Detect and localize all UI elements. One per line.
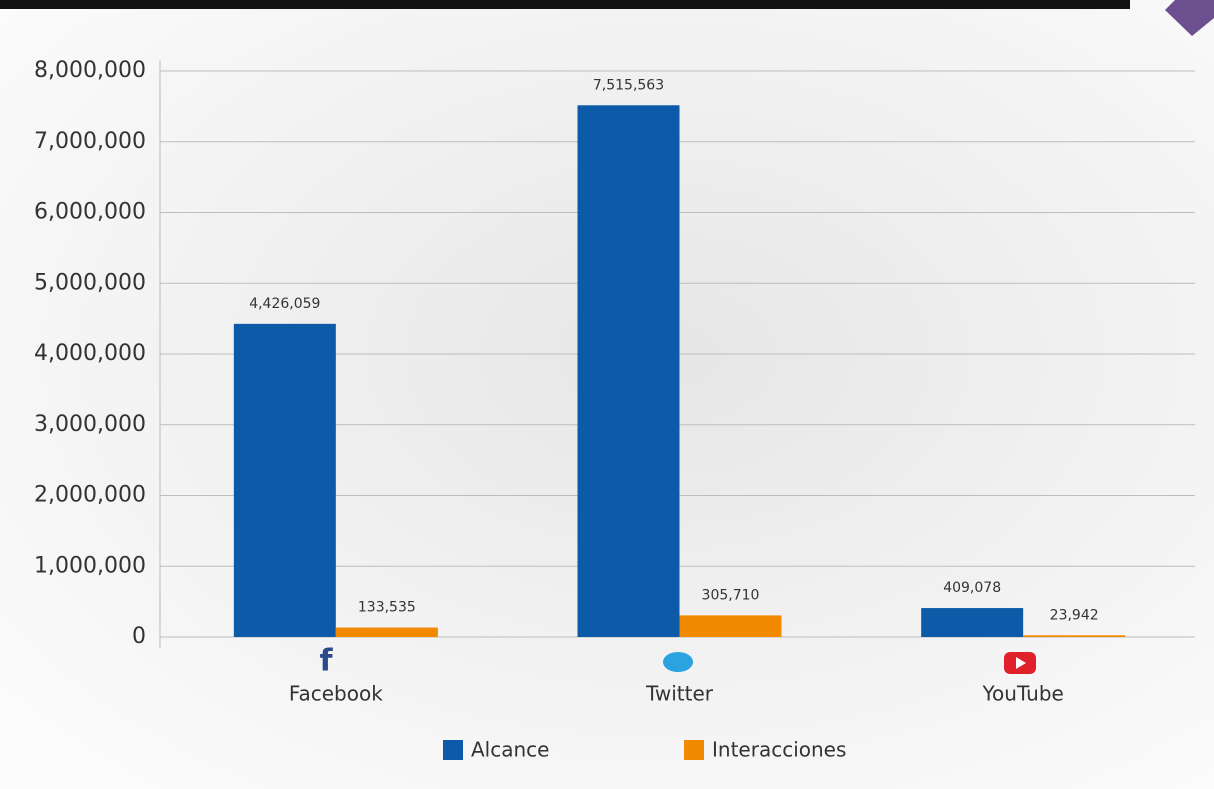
bar (577, 105, 680, 637)
bar (921, 608, 1024, 637)
value-label: 7,515,563 (593, 77, 664, 93)
x-tick-label: YouTube (982, 682, 1064, 706)
x-tick-label: Twitter (645, 682, 714, 706)
youtube-play (1016, 657, 1026, 669)
twitter-icon (663, 652, 693, 672)
y-tick-label: 7,000,000 (34, 129, 146, 154)
value-label: 4,426,059 (249, 296, 320, 312)
facebook-icon: f (319, 644, 333, 679)
value-label: 133,535 (358, 600, 416, 616)
value-label: 305,710 (702, 587, 760, 603)
y-tick-label: 8,000,000 (34, 58, 146, 83)
legend-swatch (684, 740, 704, 760)
y-tick-label: 3,000,000 (34, 412, 146, 437)
bar (1023, 635, 1126, 637)
x-tick-label: Facebook (289, 682, 383, 706)
bar (679, 615, 782, 637)
legend-label: Alcance (471, 738, 549, 762)
y-tick-label: 5,000,000 (34, 270, 146, 295)
category-icons: f (319, 644, 1036, 679)
legend-label: Interacciones (712, 738, 846, 762)
y-tick-label: 6,000,000 (34, 200, 146, 225)
bar (233, 323, 336, 637)
y-tick-label: 0 (132, 624, 146, 649)
value-label: 409,078 (943, 580, 1001, 596)
bar (335, 627, 438, 637)
top-bar (0, 0, 1130, 9)
y-tick-label: 4,000,000 (34, 341, 146, 366)
corner-decoration (1165, 0, 1214, 36)
y-tick-label: 1,000,000 (34, 553, 146, 578)
y-tick-label: 2,000,000 (34, 483, 146, 508)
legend-swatch (443, 740, 463, 760)
value-label: 23,942 (1050, 607, 1099, 623)
